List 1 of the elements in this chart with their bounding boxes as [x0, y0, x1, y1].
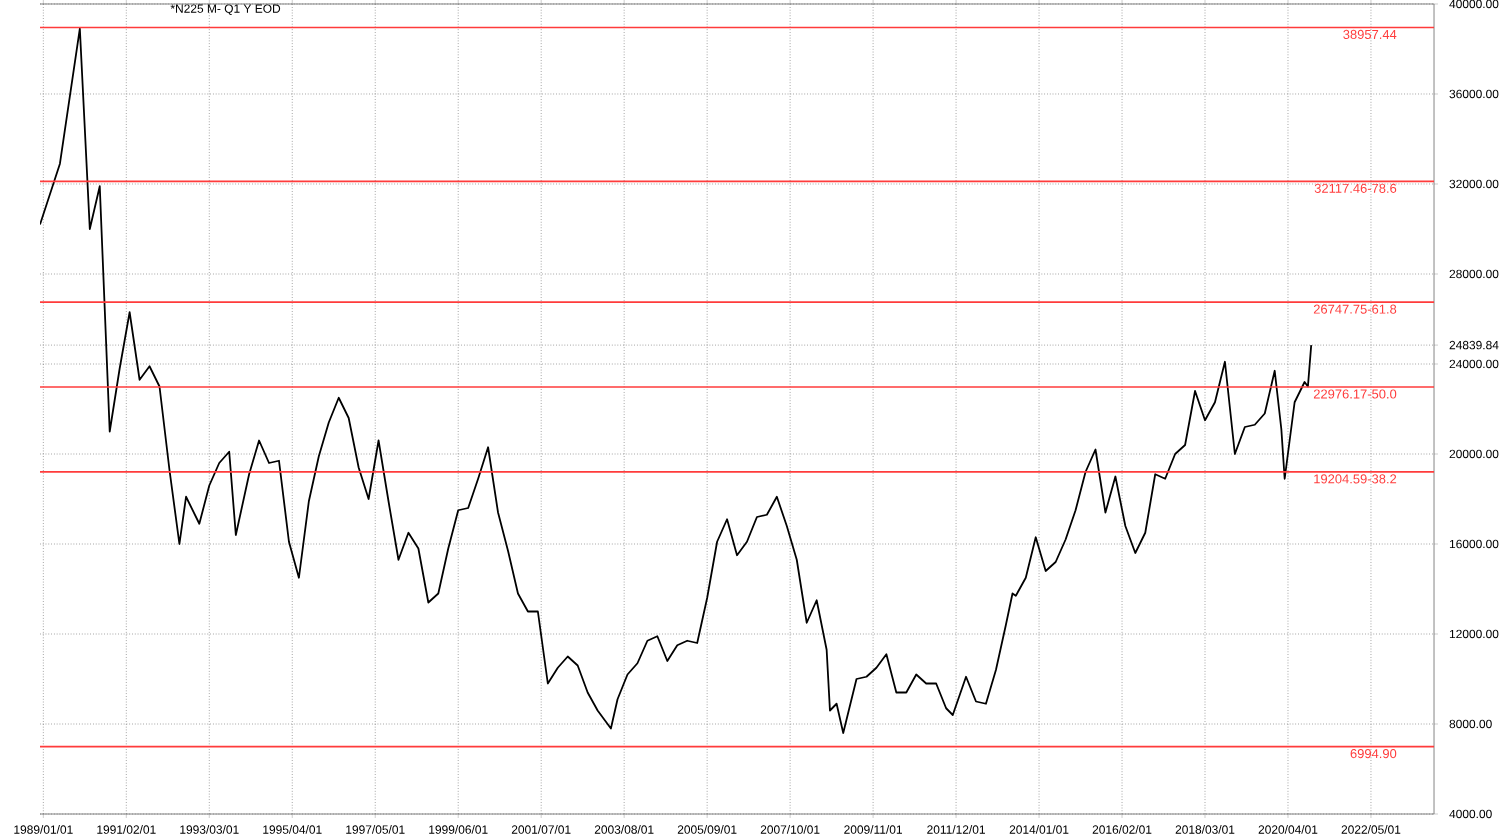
line-series — [40, 27, 1313, 734]
